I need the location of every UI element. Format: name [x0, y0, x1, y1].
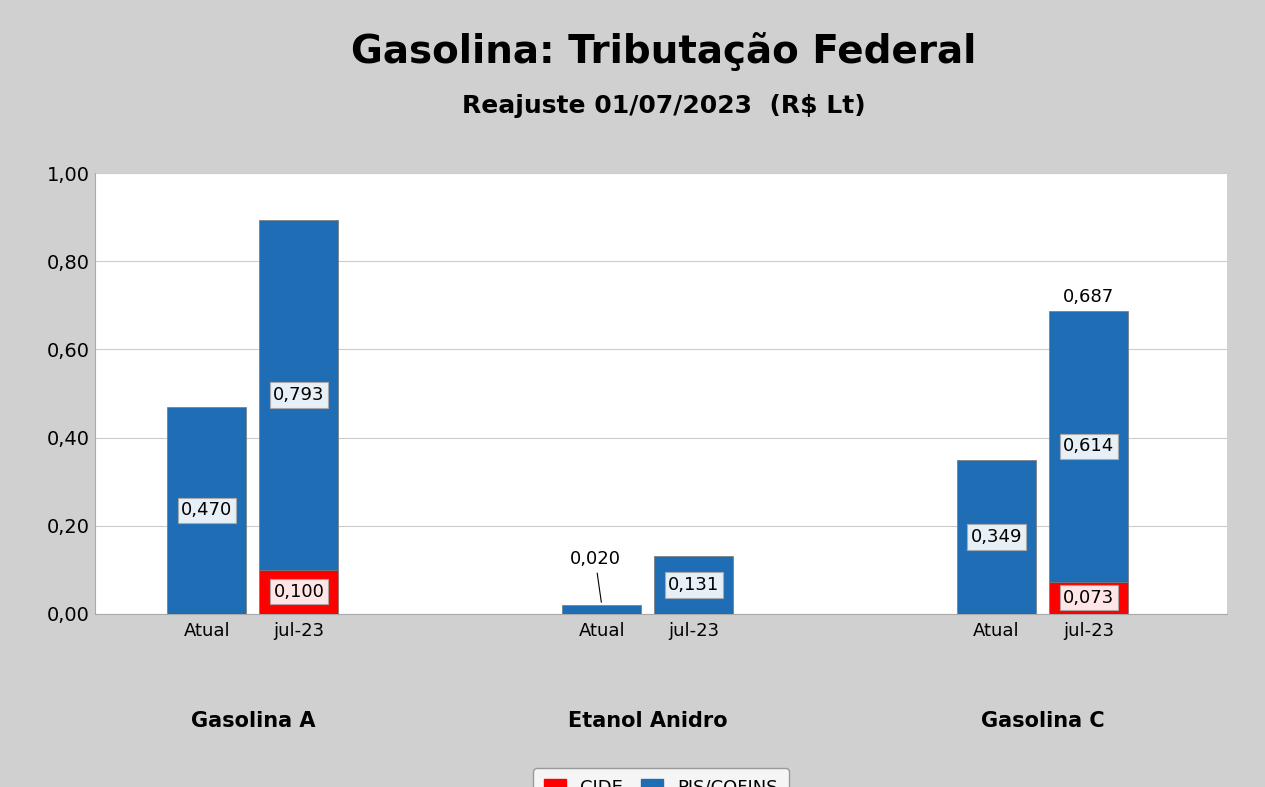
Text: Gasolina A: Gasolina A — [191, 711, 315, 731]
Text: 0,470: 0,470 — [181, 501, 233, 519]
Text: Gasolina C: Gasolina C — [980, 711, 1104, 731]
Text: 0,020: 0,020 — [569, 549, 621, 602]
Bar — [1050, 311, 1128, 582]
Text: Reajuste 01/07/2023  (R$ Lt): Reajuste 01/07/2023 (R$ Lt) — [462, 94, 867, 118]
Bar — [654, 556, 734, 614]
Text: 0,614: 0,614 — [1063, 438, 1114, 456]
Bar — [167, 407, 247, 614]
Bar — [1050, 582, 1128, 614]
Text: 0,793: 0,793 — [273, 386, 325, 404]
Bar — [562, 605, 641, 614]
Legend: CIDE, PIS/COFINS: CIDE, PIS/COFINS — [534, 768, 788, 787]
Text: 0,131: 0,131 — [668, 576, 720, 594]
Bar — [259, 570, 339, 614]
Text: 0,687: 0,687 — [1063, 288, 1114, 306]
Text: Etanol Anidro: Etanol Anidro — [568, 711, 727, 731]
Bar — [259, 220, 339, 570]
Text: Gasolina: Tributação Federal: Gasolina: Tributação Federal — [352, 31, 977, 71]
Text: 0,349: 0,349 — [972, 528, 1022, 546]
Bar — [958, 460, 1036, 614]
Text: 0,073: 0,073 — [1063, 589, 1114, 607]
Text: 0,100: 0,100 — [273, 583, 324, 600]
